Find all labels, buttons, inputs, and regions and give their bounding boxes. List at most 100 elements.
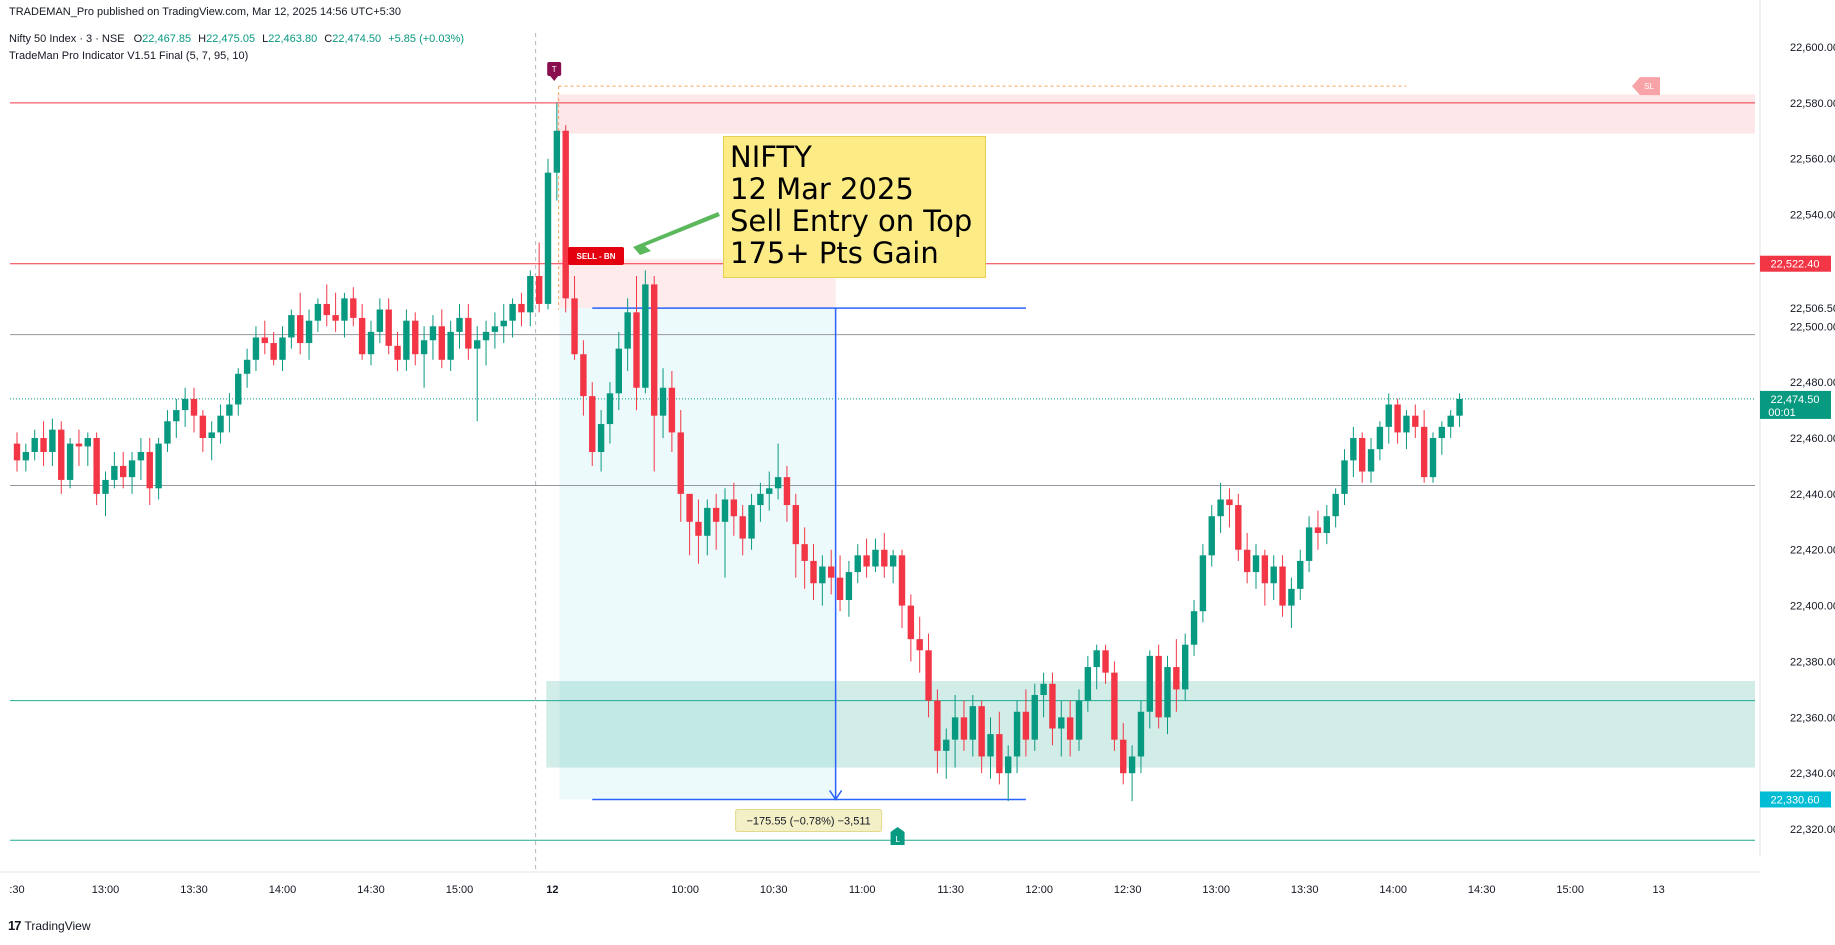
sell-marker-label: SELL - BN (577, 252, 616, 261)
markers-layer: T SELL - BN SL L (547, 62, 1660, 845)
reward-zone (559, 308, 836, 800)
candle-body (960, 717, 968, 740)
candle-body (597, 424, 605, 452)
time-tick-label: 14:30 (357, 884, 385, 896)
last-price-badge-countdown: 00:01 (1768, 407, 1796, 419)
candle-body (49, 429, 56, 452)
candle-body (447, 331, 454, 360)
sell-level-badge-box (1760, 255, 1831, 272)
price-tick-label: 22,320.00 (1790, 824, 1835, 836)
candle-body (1040, 683, 1047, 695)
last-price-badge: 22,474.50 (1771, 394, 1820, 406)
candle-body (836, 577, 844, 601)
candle-body (801, 544, 808, 561)
candle-body (1217, 499, 1224, 517)
trade-annotations-layer: −175.55 (−0.78%) −3,511 (558, 85, 1407, 832)
candle-body (235, 373, 242, 405)
time-axis[interactable]: :30 13:00 13:30 14:00 14:30 15:00 12 10:00 10:30… (0, 871, 1760, 896)
candle-body (1305, 527, 1313, 561)
candle-body (403, 320, 410, 360)
candle-body (695, 521, 702, 536)
candle-body (155, 443, 162, 489)
candle-body (323, 303, 330, 316)
candle-body (146, 451, 153, 489)
candle-body (1279, 566, 1286, 606)
candle-body (1031, 694, 1038, 740)
candle-body (120, 465, 127, 478)
candle-body (482, 331, 490, 341)
candle-body (704, 507, 711, 536)
candle-body (996, 734, 1003, 774)
candle-body (1058, 717, 1065, 729)
candle-body (1164, 667, 1171, 718)
candle-body (1288, 588, 1295, 606)
candle-body (111, 465, 118, 480)
candle-body (84, 438, 91, 447)
time-tick-label: 15:00 (1556, 884, 1584, 896)
callout-line-2: 12 Mar 2025 (730, 172, 914, 206)
time-tick-label: :30 (9, 884, 24, 896)
time-tick-label: 14:30 (1468, 884, 1496, 896)
candle-body (261, 337, 268, 344)
candle-body (22, 451, 30, 461)
candle-body (1376, 426, 1384, 450)
indicator-legend[interactable]: TradeMan Pro Indicator V1.51 Final (5, 7… (9, 50, 249, 62)
candle-body (907, 605, 915, 640)
candle-body (217, 415, 224, 433)
price-tick-label: 22,480.00 (1790, 377, 1835, 389)
candle-body (1243, 549, 1251, 573)
callout-line-4: 175+ Pts Gain (730, 236, 939, 270)
candle-body (1190, 611, 1198, 645)
time-tick-label: 12 (546, 884, 558, 896)
t-marker-label: T (552, 65, 557, 74)
candle-body (297, 315, 304, 344)
measure-arrowhead (829, 790, 843, 801)
candle-body (305, 320, 313, 344)
candle-body (1084, 667, 1092, 701)
candle-body (1013, 711, 1021, 757)
candle-body (606, 393, 614, 425)
candle-body (190, 398, 198, 416)
candle-body (863, 555, 870, 567)
candle-body (1385, 404, 1392, 427)
time-tick-label: 13 (1653, 884, 1665, 896)
sl-marker (1632, 77, 1660, 96)
candle-body (509, 303, 516, 321)
candle-body (474, 340, 481, 349)
price-axis[interactable]: 22,320.00 22,340.00 22,360.00 22,380.00 22,4… (1759, 0, 1835, 857)
candle-body (1226, 499, 1233, 506)
candle-body (792, 505, 799, 545)
close-label: C (324, 33, 333, 45)
candle-body (350, 298, 357, 318)
candle-body (1066, 717, 1074, 740)
candle-body (898, 555, 906, 606)
candle-body (1155, 655, 1162, 718)
callout-line-3: Sell Entry on Top (730, 204, 973, 238)
candle-body (1403, 415, 1410, 433)
candle-body (562, 130, 569, 299)
candle-body (810, 560, 817, 584)
candle-body (173, 410, 180, 422)
candle-body (1146, 655, 1153, 712)
candle-body (1199, 555, 1207, 612)
callout-arrow (627, 212, 720, 255)
candle-body (1252, 555, 1260, 573)
candle-body (367, 331, 375, 355)
candle-body (164, 421, 171, 444)
candle-body (828, 566, 835, 578)
t-marker-pointer (550, 76, 559, 81)
candle-body (1182, 644, 1189, 690)
candle-body (93, 438, 100, 494)
candle-body (872, 549, 879, 567)
candle-body (243, 359, 251, 374)
low-label: L (262, 33, 269, 45)
tradingview-brand[interactable]: 17 TradingView (8, 918, 91, 933)
candle-body (208, 432, 215, 439)
ohlc-legend[interactable]: Nifty 50 Index · 3 · NSE O22,467.85 H22,… (9, 33, 468, 45)
time-tick-label: 13:00 (1202, 884, 1230, 896)
candle-body (881, 549, 888, 567)
candle-body (518, 303, 525, 313)
time-tick-label: 15:00 (446, 884, 474, 896)
